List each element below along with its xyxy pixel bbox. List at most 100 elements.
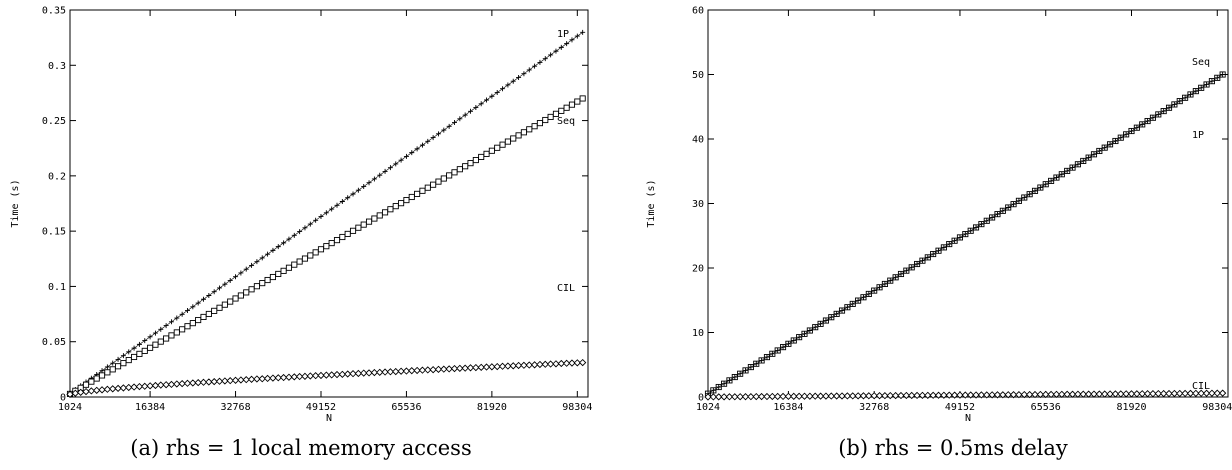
y-axis-label-a: Time (s)	[10, 179, 21, 227]
data-point-seq-a	[200, 313, 207, 320]
data-point-seq-a	[98, 372, 106, 379]
data-point-cil-a	[258, 375, 266, 383]
y-tick-label-a: 0.05	[42, 337, 66, 348]
data-point-1p-b	[893, 274, 899, 280]
data-point-cil-b	[988, 391, 996, 399]
data-point-seq-a	[536, 120, 543, 127]
data-point-seq-a	[248, 286, 255, 293]
data-point-1p-b	[791, 337, 797, 343]
data-point-1p-b	[968, 228, 974, 234]
data-point-1p-b	[1086, 155, 1092, 161]
data-point-1p-b	[1037, 185, 1043, 191]
data-point-cil-b	[1101, 390, 1109, 398]
y-tick-label-b: 10	[692, 328, 704, 339]
series-label-1p-a: 1P	[557, 29, 569, 40]
data-point-1p-b	[925, 254, 931, 260]
data-point-1p-b	[882, 281, 888, 287]
data-point-cil-b	[1117, 390, 1125, 398]
data-point-cil-a	[173, 380, 181, 388]
data-point-cil-b	[865, 392, 873, 400]
data-point-seq-a	[563, 104, 570, 111]
data-point-1p-a	[243, 266, 249, 272]
data-point-1p-a	[115, 356, 121, 362]
data-point-1p-b	[871, 288, 877, 294]
data-point-seq-a	[435, 178, 442, 185]
data-point-seq-a	[184, 323, 191, 330]
data-point-seq-a	[504, 138, 511, 145]
data-point-1p-b	[1171, 101, 1177, 107]
data-point-1p-a	[548, 52, 554, 58]
data-point-1p-b	[732, 374, 738, 380]
data-point-1p-b	[994, 211, 1000, 217]
data-point-seq-a	[339, 233, 346, 241]
x-tick-label-a: 81920	[477, 402, 507, 413]
data-point-seq-a	[125, 357, 132, 364]
data-point-cil-b	[763, 392, 771, 401]
x-tick-label-a: 16384	[135, 402, 165, 413]
data-point-cil-a	[546, 360, 555, 368]
data-point-cil-b	[1160, 389, 1168, 398]
data-point-1p-b	[743, 367, 749, 373]
data-point-seq-a	[285, 264, 292, 271]
data-point-cil-b	[752, 392, 760, 401]
data-point-seq-a	[440, 175, 447, 182]
data-point-1p-a	[382, 168, 388, 174]
data-point-1p-a	[190, 304, 196, 310]
data-point-cil-b	[1106, 390, 1114, 398]
data-point-cil-b	[1165, 389, 1173, 398]
data-point-cil-b	[833, 392, 841, 400]
x-tick-label-b: 1024	[696, 402, 720, 413]
series-cil-a	[66, 358, 587, 398]
x-tick-label-a: 49152	[306, 402, 336, 413]
data-point-1p-b	[839, 308, 845, 314]
series-label-1p-b: 1P	[1192, 130, 1204, 141]
data-point-cil-a	[354, 369, 363, 378]
panel-b-caption: (b) rhs = 0.5ms delay	[838, 436, 1068, 460]
data-point-1p-a	[574, 33, 580, 39]
y-tick-label-a: 0.25	[42, 116, 66, 127]
data-point-cil-a	[125, 383, 133, 392]
series-1p-a	[67, 29, 586, 396]
data-point-cil-a	[141, 382, 149, 390]
data-point-cil-a	[162, 381, 170, 389]
data-point-seq-a	[568, 101, 576, 108]
data-point-cil-a	[274, 374, 282, 382]
data-point-seq-a	[531, 123, 538, 130]
data-point-cil-a	[130, 383, 138, 391]
data-point-cil-a	[312, 372, 320, 380]
data-point-seq-a	[280, 267, 287, 274]
data-point-1p-b	[812, 324, 818, 330]
data-point-1p-b	[1032, 188, 1038, 194]
data-point-cil-a	[573, 359, 581, 367]
data-point-seq-a	[104, 369, 111, 376]
data-point-cil-b	[1020, 390, 1028, 399]
data-point-cil-a	[183, 379, 192, 387]
data-point-cil-a	[338, 370, 346, 378]
data-point-1p-b	[936, 248, 942, 254]
data-point-cil-b	[1009, 391, 1018, 399]
data-point-1p-a	[494, 89, 500, 95]
data-point-1p-a	[329, 206, 335, 212]
chart-panel-a: 0 0.05 0.1 0.15 0.2 0.25 0.3 0.35 1024 16384 32768…	[10, 6, 592, 425]
data-point-cil-b	[811, 392, 819, 400]
data-point-cil-b	[1138, 390, 1146, 398]
data-point-cil-a	[194, 378, 202, 387]
data-point-cil-a	[514, 361, 523, 370]
y-tick-label-b: 50	[692, 70, 704, 81]
data-point-seq-a	[574, 98, 581, 105]
data-point-seq-a	[227, 298, 234, 305]
data-point-1p-a	[505, 82, 511, 88]
data-point-cil-b	[1052, 390, 1061, 399]
data-point-1p-b	[1043, 181, 1049, 187]
data-point-1p-b	[818, 321, 824, 327]
data-point-cil-b	[1084, 390, 1093, 398]
data-point-seq-a	[120, 360, 127, 367]
data-point-cil-a	[504, 362, 512, 370]
data-point-cil-a	[386, 368, 395, 376]
data-point-1p-b	[1182, 95, 1188, 101]
data-point-1p-a	[163, 323, 169, 329]
data-point-seq-a	[392, 203, 399, 210]
data-point-1p-a	[227, 277, 233, 283]
data-point-1p-a	[425, 138, 431, 144]
series-label-cil-b: CIL	[1192, 381, 1210, 392]
